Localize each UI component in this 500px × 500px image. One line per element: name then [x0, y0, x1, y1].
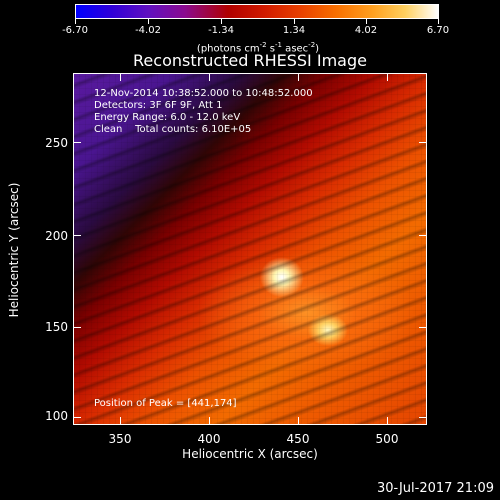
x-major-tick-top: [120, 73, 121, 81]
colorbar-tick-label: 1.34: [282, 25, 306, 36]
colorbar: [75, 4, 439, 19]
colorbar-tick-label: -1.34: [208, 25, 234, 36]
y-tick-label: 100: [45, 409, 68, 423]
colorbar-tick: [438, 19, 439, 24]
y-major-tick: [73, 417, 81, 418]
y-major-tick: [73, 142, 81, 143]
x-major-tick: [209, 417, 210, 425]
y-major-tick-right: [419, 142, 427, 143]
colorbar-tick-label: -4.02: [135, 25, 161, 36]
y-axis-title: Heliocentric Y (arcsec): [7, 182, 21, 318]
colorbar-tick: [75, 19, 76, 24]
colorbar-tick-label: -6.70: [62, 25, 88, 36]
colorbar-tick: [148, 19, 149, 24]
colorbar-units: (photons cm-2 s-1 asec-2): [196, 41, 320, 55]
x-major-tick-top: [387, 73, 388, 81]
x-major-tick-top: [298, 73, 299, 81]
colorbar-tick: [294, 19, 295, 24]
peak-position-text: Position of Peak = [441,174]: [94, 398, 237, 409]
x-tick-label: 450: [286, 432, 310, 446]
x-major-tick: [120, 417, 121, 425]
colorbar-tick-label: 6.70: [426, 25, 450, 36]
y-major-tick-right: [419, 235, 427, 236]
y-major-tick-right: [419, 327, 427, 328]
rhessi-image: [73, 73, 427, 425]
y-tick-label: 250: [45, 136, 68, 150]
info-time-range: 12-Nov-2014 10:38:52.000 to 10:48:52.000: [94, 88, 313, 99]
x-major-tick: [387, 417, 388, 425]
colorbar-tick: [221, 19, 222, 24]
plot-frame: [73, 73, 427, 425]
info-clean-counts: Clean Total counts: 6.10E+05: [94, 124, 252, 135]
colorbar-tick-label: 4.02: [354, 25, 378, 36]
y-major-tick: [73, 235, 81, 236]
x-tick-label: 400: [197, 432, 221, 446]
image-pixel-grid: [73, 73, 427, 425]
y-tick-label: 200: [45, 229, 68, 243]
info-energy-range: Energy Range: 6.0 - 12.0 keV: [94, 112, 241, 123]
x-axis-title: Heliocentric X (arcsec): [182, 447, 318, 461]
y-tick-label: 150: [45, 320, 68, 334]
render-timestamp: 30-Jul-2017 21:09: [376, 481, 494, 496]
info-detectors: Detectors: 3F 6F 9F, Att 1: [94, 100, 223, 111]
colorbar-tick: [366, 19, 367, 24]
x-major-tick: [298, 417, 299, 425]
y-major-tick: [73, 327, 81, 328]
x-tick-label: 500: [375, 432, 399, 446]
x-major-tick-top: [209, 73, 210, 81]
image-stripe-overlay: [73, 73, 427, 425]
y-major-tick-right: [419, 417, 427, 418]
x-tick-label: 350: [108, 432, 132, 446]
plot-title: Reconstructed RHESSI Image: [133, 51, 367, 70]
